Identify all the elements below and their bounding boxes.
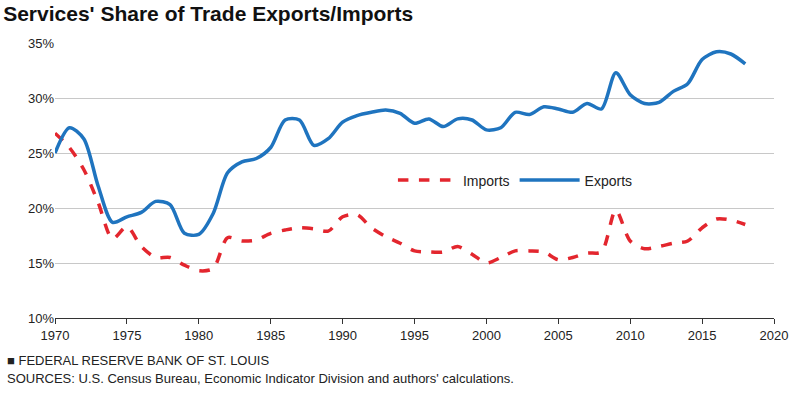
svg-text:1995: 1995 [400, 328, 429, 343]
svg-text:1990: 1990 [328, 328, 357, 343]
svg-text:35%: 35% [28, 36, 54, 51]
svg-text:SOURCES: U.S. Census Bureau, E: SOURCES: U.S. Census Bureau, Economic In… [7, 371, 514, 386]
svg-text:Imports: Imports [463, 173, 510, 189]
svg-text:2015: 2015 [688, 328, 717, 343]
svg-text:2000: 2000 [472, 328, 501, 343]
svg-text:2005: 2005 [544, 328, 573, 343]
svg-text:1985: 1985 [256, 328, 285, 343]
svg-text:■ FEDERAL RESERVE BANK OF ST.: ■ FEDERAL RESERVE BANK OF ST. LOUIS [7, 353, 269, 368]
svg-text:1970: 1970 [41, 328, 70, 343]
svg-text:25%: 25% [28, 146, 54, 161]
svg-text:2020: 2020 [760, 328, 789, 343]
svg-text:10%: 10% [28, 311, 54, 326]
svg-text:1980: 1980 [184, 328, 213, 343]
svg-text:20%: 20% [28, 201, 54, 216]
svg-text:1975: 1975 [112, 328, 141, 343]
svg-text:30%: 30% [28, 91, 54, 106]
svg-text:2010: 2010 [616, 328, 645, 343]
svg-text:15%: 15% [28, 256, 54, 271]
svg-text:Exports: Exports [585, 173, 632, 189]
svg-text:Services' Share of Trade Expor: Services' Share of Trade Exports/Imports [3, 2, 413, 25]
